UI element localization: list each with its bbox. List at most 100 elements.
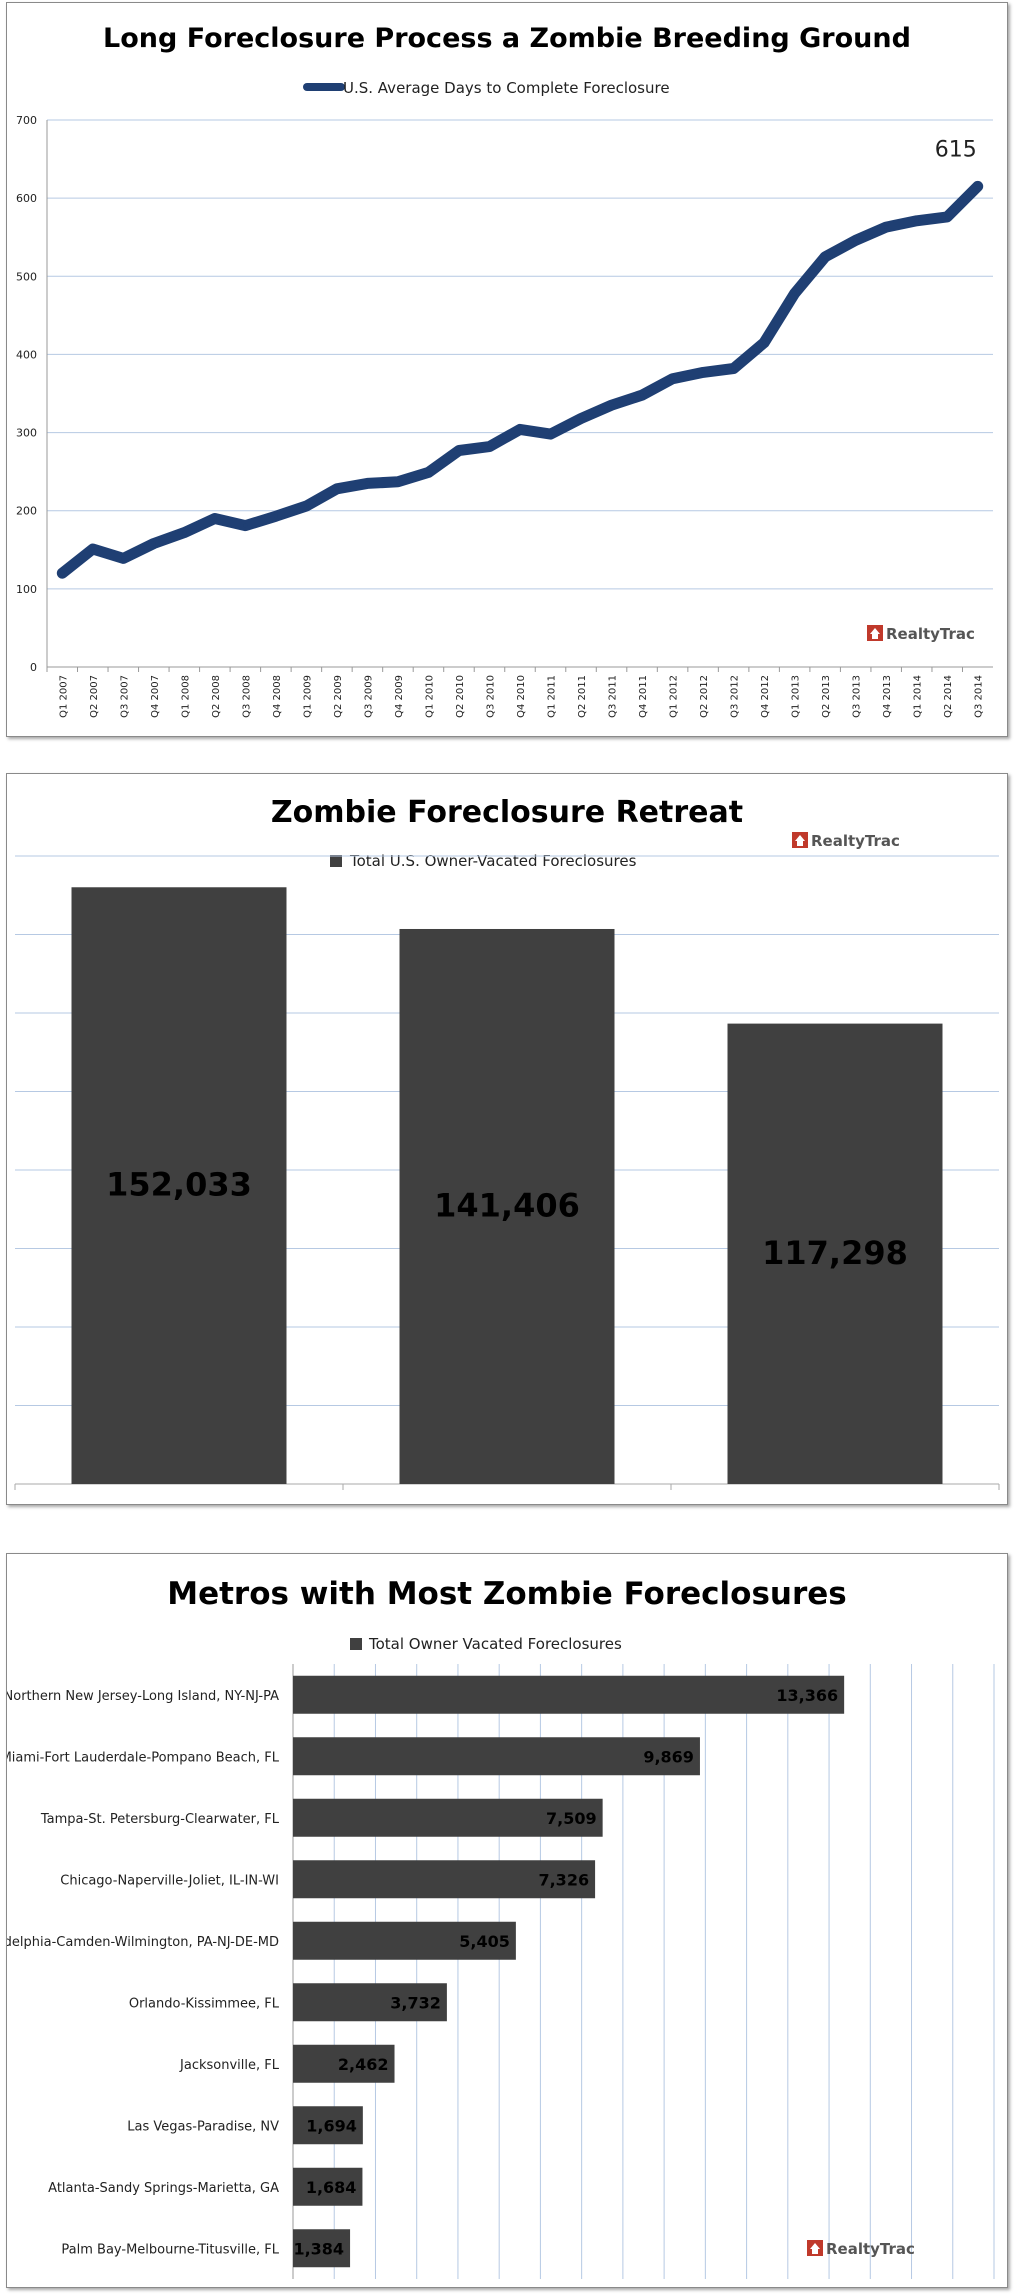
bar-value-label: 1,384 (293, 2239, 344, 2258)
data-point (548, 432, 553, 437)
x-tick-label: Q2 2009 (333, 675, 344, 718)
y-tick-label: Tampa-St. Petersburg-Clearwater, FL (40, 1812, 280, 1827)
y-tick-label: 300 (16, 427, 37, 440)
data-point (487, 444, 492, 449)
legend-label: Total Owner Vacated Foreclosures (368, 1635, 622, 1653)
data-point (243, 523, 248, 528)
x-tick-label: Q3 2014 (974, 675, 985, 718)
bar-value-label: 5,405 (459, 1932, 510, 1951)
y-tick-label: 500 (16, 270, 37, 283)
bar-value-label: 1,694 (306, 2116, 357, 2135)
y-tick-label: 200 (16, 505, 37, 518)
house-icon (792, 832, 808, 848)
data-point (975, 184, 980, 189)
bar (71, 887, 287, 1484)
chart-title: Metros with Most Zombie Foreclosures (167, 1576, 847, 1612)
x-tick-label: Q1 2007 (58, 675, 69, 718)
bar-value-label: 3,732 (390, 1993, 441, 2012)
bar (399, 928, 615, 1484)
y-tick-label: Jacksonville, FL (179, 2058, 280, 2073)
x-tick-label: Q1 2008 (180, 675, 191, 718)
bar-value-label: 7,509 (546, 1809, 597, 1828)
chart-title: Long Foreclosure Process a Zombie Breedi… (103, 23, 911, 54)
x-tick-label: Q3 2010 (485, 675, 496, 718)
x-tick-label: Q1 2012 (669, 675, 680, 718)
data-point (334, 486, 339, 491)
line-chart: Long Foreclosure Process a Zombie Breedi… (16, 23, 993, 718)
y-tick-label: Miami-Fort Lauderdale-Pompano Beach, FL (7, 1750, 280, 1765)
data-point (670, 376, 675, 381)
x-tick-label: Q2 2014 (943, 675, 954, 718)
bar-value-label: 1,684 (306, 2178, 357, 2197)
x-tick-label: Q3 2012 (730, 675, 741, 718)
data-point (731, 366, 736, 371)
data-point (792, 291, 797, 296)
x-tick-label: Q4 2007 (150, 675, 161, 718)
data-point (823, 254, 828, 259)
x-tick-label: Q4 2013 (882, 675, 893, 718)
y-tick-label: Chicago-Naperville-Joliet, IL-IN-WI (60, 1873, 279, 1888)
data-point (640, 393, 645, 398)
y-tick-label: Atlanta-Sandy Springs-Marietta, GA (48, 2181, 279, 2196)
data-point (853, 238, 858, 243)
realtytrac-logo: RealtyTrac (867, 625, 975, 643)
data-point (945, 214, 950, 219)
y-tick-label: Palm Bay-Melbourne-Titusville, FL (61, 2242, 279, 2257)
bar-chart: Zombie Foreclosure Retreat Total U.S. Own… (14, 795, 1000, 1504)
bar-value-label: 2,462 (338, 2055, 389, 2074)
bar (293, 1798, 603, 1837)
bar (293, 1921, 516, 1960)
x-tick-label: Q3 2007 (119, 675, 130, 718)
y-tick-label: Las Vegas-Paradise, NV (127, 2119, 279, 2134)
data-point (212, 516, 217, 521)
data-point (884, 225, 889, 230)
legend-swatch (350, 1638, 362, 1650)
data-point (365, 481, 370, 486)
chart-title: Zombie Foreclosure Retreat (271, 795, 743, 830)
y-tick-label: 600 (16, 192, 37, 205)
data-point (60, 571, 65, 576)
data-point (304, 504, 309, 509)
data-point (914, 218, 919, 223)
x-tick-label: Q4 2009 (394, 675, 405, 718)
y-tick-label: 100 (16, 583, 37, 596)
x-tick-label: Q1 2011 (547, 675, 558, 718)
bar (293, 1860, 596, 1899)
data-point (151, 541, 156, 546)
x-tick-label: Q1 2009 (302, 675, 313, 718)
x-tick-label: Q2 2010 (455, 675, 466, 718)
y-tick-label: Philadelphia-Camden-Wilmington, PA-NJ-DE… (7, 1935, 279, 1950)
data-point (90, 547, 95, 552)
data-point (518, 427, 522, 432)
gridlines (47, 119, 993, 668)
x-tick-label: Q2 2013 (821, 675, 832, 718)
y-tick-label: 700 (16, 114, 37, 127)
realtytrac-logo: RealtyTrac (792, 832, 900, 850)
bar (293, 1675, 845, 1714)
x-tick-label: Q2 2012 (699, 675, 710, 718)
house-icon (867, 625, 883, 641)
bar-value-label: 152,033 (106, 1166, 252, 1204)
bar (293, 1983, 447, 2022)
data-point (609, 403, 614, 408)
legend-swatch (330, 855, 342, 867)
y-tick-label: New York-Northern New Jersey-Long Island… (7, 1689, 279, 1704)
x-tick-label: Q1 2010 (424, 675, 435, 718)
bar-chart-panel: Zombie Foreclosure Retreat Total U.S. Own… (6, 773, 1008, 1505)
data-point (762, 340, 767, 345)
bar-value-label: 141,406 (434, 1186, 580, 1224)
logo-text: RealtyTrac (811, 832, 900, 850)
house-icon (807, 2240, 823, 2256)
house-icon-shape (810, 2243, 820, 2254)
series-line (56, 180, 984, 579)
bar-value-label: 9,869 (643, 1747, 694, 1766)
x-tick-label: Q4 2008 (272, 675, 283, 718)
data-point (395, 479, 400, 484)
x-tick-label: Q2 2014 (456, 1502, 559, 1504)
x-tick-label: Q3 2011 (608, 675, 619, 718)
bar (293, 1737, 700, 1776)
x-tick-label: Q1 2013 (791, 675, 802, 718)
legend-label: Total U.S. Owner-Vacated Foreclosures (349, 852, 637, 870)
line-chart-panel: Long Foreclosure Process a Zombie Breedi… (6, 2, 1008, 737)
x-tick-label: Q3 2008 (241, 675, 252, 718)
